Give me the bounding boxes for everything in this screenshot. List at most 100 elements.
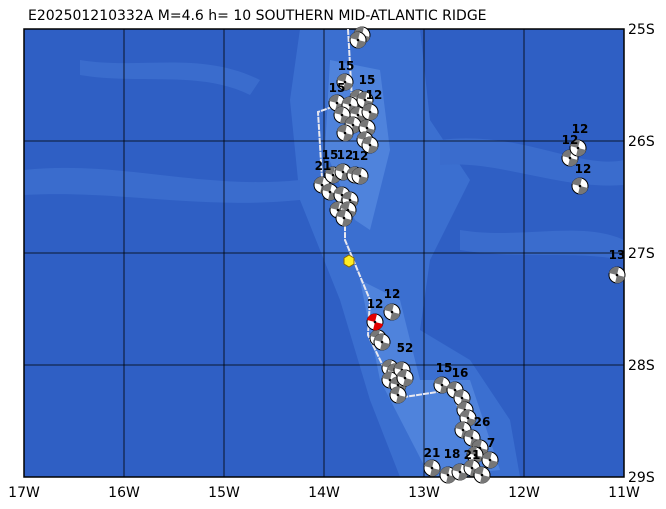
beachball-center — [341, 170, 345, 174]
longitude-label: 16W — [108, 485, 140, 501]
beachball-quadrant — [609, 266, 625, 284]
focal-mechanisms — [313, 26, 626, 484]
latitude-label: 25S — [628, 22, 655, 38]
longitude-label: 13W — [408, 485, 440, 501]
event-label: 15 — [436, 361, 453, 375]
beachball-center — [460, 396, 464, 400]
beachball-quadrant — [352, 167, 368, 185]
beachball-center — [363, 98, 367, 102]
beachball-quadrant — [460, 409, 476, 427]
beachball-center — [470, 466, 474, 470]
event-label: 15 — [322, 148, 339, 162]
beachball-quadrant — [474, 466, 490, 484]
beachball-quadrant — [350, 31, 366, 49]
beachball-center — [365, 126, 369, 130]
beachball-center — [380, 340, 384, 344]
beachball-quadrant — [359, 119, 375, 137]
beachball-center — [373, 320, 377, 324]
beachball-quadrant — [362, 136, 378, 154]
beachball-center — [343, 80, 347, 84]
beachball-center — [388, 378, 392, 382]
beachball-center — [358, 174, 362, 178]
beachball-quadrant — [572, 177, 588, 195]
event-label: 12 — [337, 148, 354, 162]
beachball-center — [446, 473, 450, 477]
beachball-quadrant — [325, 166, 341, 184]
beachball-center — [470, 436, 474, 440]
event-labels: 1615151512151212211212521516267211821121… — [315, 9, 626, 462]
event-label: 52 — [397, 341, 414, 355]
beachball-quadrant — [340, 201, 356, 219]
beachball-center — [461, 428, 465, 432]
beachball-quadrant — [562, 149, 578, 167]
event-label: 15 — [329, 81, 346, 95]
beachball-center — [348, 198, 352, 202]
beachball-center — [473, 453, 477, 457]
beachball-center — [430, 466, 434, 470]
beachball-quadrant — [434, 376, 450, 394]
beachball-center — [458, 470, 462, 474]
title-bg — [24, 4, 584, 24]
beachball-quadrant — [336, 209, 352, 227]
beachball-quadrant — [440, 466, 456, 484]
event-label: 18 — [444, 447, 461, 461]
beachball-center — [390, 310, 394, 314]
beachball-quadrant — [350, 106, 366, 124]
beachball-center — [396, 383, 400, 387]
beachball-center — [453, 388, 457, 392]
event-label: 26 — [474, 415, 491, 429]
longitude-label: 15W — [208, 485, 240, 501]
beachball-quadrant — [337, 124, 353, 142]
beachball-center — [320, 183, 324, 187]
beachball-center — [343, 131, 347, 135]
beachball-center — [351, 123, 355, 127]
event-label: 13 — [609, 248, 626, 262]
centroid — [343, 254, 355, 268]
beachball-center — [340, 113, 344, 117]
latitude-label: 29S — [628, 470, 655, 486]
map-title: E202501210332A M=4.6 h= 10 SOUTHERN MID-… — [28, 8, 487, 24]
beachball-center — [568, 156, 572, 160]
event-label: 21 — [424, 446, 441, 460]
longitude-label: 11W — [608, 485, 640, 501]
beachball-center — [368, 110, 372, 114]
longitude-label: 14W — [308, 485, 340, 501]
latitude-label: 28S — [628, 358, 655, 374]
event-label: 21 — [464, 448, 481, 462]
event-label: 12 — [367, 297, 384, 311]
event-label: 7 — [487, 436, 495, 450]
beachball-quadrant — [334, 106, 350, 124]
beachball-quadrant — [384, 303, 400, 321]
event-label: 12 — [572, 122, 589, 136]
event-label: 16 — [452, 366, 469, 380]
beachball-center — [342, 216, 346, 220]
event-label: 21 — [315, 159, 332, 173]
beachball-center — [368, 143, 372, 147]
beachball-center — [396, 393, 400, 397]
beachball-center — [488, 458, 492, 462]
beachball-center — [331, 173, 335, 177]
beachball-center — [576, 146, 580, 150]
event-label: 15 — [338, 59, 355, 73]
longitude-label: 12W — [508, 485, 540, 501]
event-label: 12 — [352, 149, 369, 163]
beachball-center — [336, 208, 340, 212]
beachball-quadrant — [337, 73, 353, 91]
beachball-center — [615, 273, 619, 277]
latitude-label: 27S — [628, 246, 655, 262]
beachball-center — [466, 416, 470, 420]
beachball-quadrant — [424, 459, 440, 477]
beachball-quadrant — [390, 386, 406, 404]
beachball-center — [348, 103, 352, 107]
beachball-center — [440, 383, 444, 387]
beachball-quadrant — [345, 116, 361, 134]
beachball-center — [480, 473, 484, 477]
beachball-center — [340, 193, 344, 197]
beachball-center — [356, 113, 360, 117]
event-label: 12 — [366, 88, 383, 102]
beachball-center — [356, 38, 360, 42]
beachball-quadrant — [472, 439, 488, 457]
event-label: 12 — [384, 287, 401, 301]
beachball-quadrant — [570, 139, 586, 157]
